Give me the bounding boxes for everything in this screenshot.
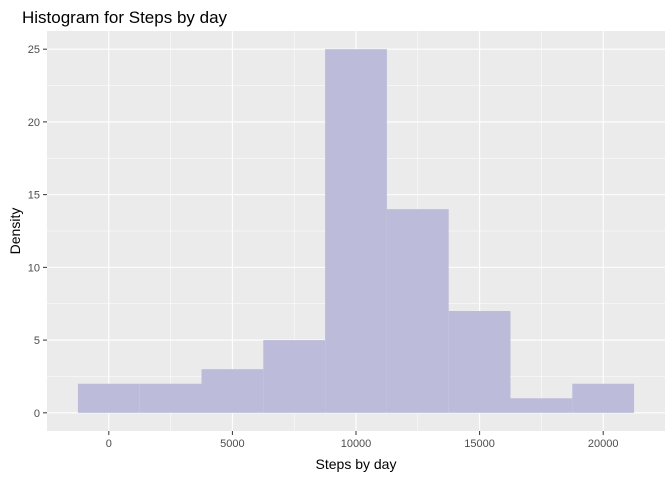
y-tick-label: 0 xyxy=(34,408,40,420)
x-tick-label: 0 xyxy=(106,438,112,450)
y-tick-label: 10 xyxy=(28,262,40,274)
chart-title: Histogram for Steps by day xyxy=(22,8,228,27)
y-axis: 0 5 10 15 20 25 xyxy=(28,44,47,420)
histogram-bar xyxy=(386,209,449,413)
x-tick-label: 20000 xyxy=(588,438,619,450)
histogram-bars xyxy=(77,49,635,413)
x-tick-label: 5000 xyxy=(220,438,244,450)
histogram-bar xyxy=(201,369,264,413)
x-tick-label: 15000 xyxy=(464,438,495,450)
histogram-bar xyxy=(572,383,635,413)
histogram-bar xyxy=(77,383,140,413)
histogram-bar xyxy=(263,340,326,413)
y-axis-title: Density xyxy=(7,208,23,255)
x-tick-label: 10000 xyxy=(341,438,372,450)
x-axis-title: Steps by day xyxy=(316,456,397,472)
y-tick-label: 25 xyxy=(28,44,40,56)
x-axis: 0 5000 10000 15000 20000 xyxy=(106,431,619,450)
histogram-bar xyxy=(448,311,511,413)
y-tick-label: 5 xyxy=(34,335,40,347)
y-tick-label: 20 xyxy=(28,117,40,129)
y-tick-label: 15 xyxy=(28,190,40,202)
histogram-bar xyxy=(139,383,202,413)
histogram-bar xyxy=(510,398,573,413)
histogram-bar xyxy=(325,49,387,413)
